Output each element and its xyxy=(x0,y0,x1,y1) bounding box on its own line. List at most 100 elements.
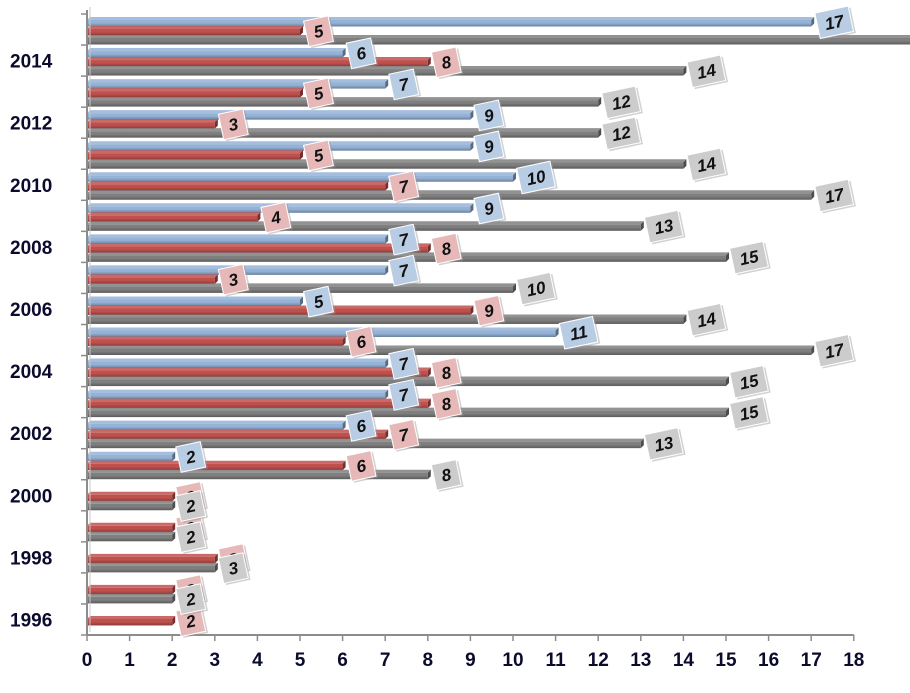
data-label: 7 xyxy=(388,170,422,204)
data-label: 5 xyxy=(302,139,336,173)
svg-text:5: 5 xyxy=(312,292,326,313)
data-label: 14 xyxy=(686,54,729,90)
x-tick-label: 12 xyxy=(588,650,609,671)
bar xyxy=(87,429,389,440)
data-label: 5 xyxy=(302,285,336,319)
data-label: 9 xyxy=(473,99,507,133)
x-tick-label: 10 xyxy=(502,650,523,671)
bar xyxy=(87,460,346,471)
bar xyxy=(87,615,176,626)
svg-text:8: 8 xyxy=(440,52,454,73)
data-label: 7 xyxy=(388,254,422,288)
data-label: 15 xyxy=(729,396,771,431)
data-label: 6 xyxy=(345,37,379,71)
data-label: 5 xyxy=(302,77,336,111)
data-label: 8 xyxy=(430,387,464,421)
bar xyxy=(87,110,474,120)
data-label: 3 xyxy=(217,263,251,297)
svg-text:9: 9 xyxy=(482,199,496,220)
data-label: 6 xyxy=(345,450,379,483)
svg-text:12: 12 xyxy=(610,91,633,114)
bar xyxy=(87,327,559,337)
svg-text:15: 15 xyxy=(738,371,761,394)
data-label: 4 xyxy=(260,201,294,235)
svg-text:5: 5 xyxy=(312,83,326,104)
bar xyxy=(87,97,602,107)
svg-text:5: 5 xyxy=(312,146,326,167)
data-label: 6 xyxy=(345,409,379,443)
bar xyxy=(87,190,815,200)
data-label: 7 xyxy=(388,378,422,412)
x-tick-label: 7 xyxy=(380,650,391,671)
y-category-label: 2014 xyxy=(10,52,53,73)
svg-text:3: 3 xyxy=(227,270,241,291)
bar xyxy=(87,345,815,355)
svg-text:2: 2 xyxy=(183,589,198,610)
bar xyxy=(87,531,176,542)
bar xyxy=(87,491,176,502)
bar xyxy=(87,398,431,409)
bar xyxy=(87,283,516,293)
data-label: 3 xyxy=(217,552,251,585)
bar xyxy=(87,181,389,191)
bar xyxy=(87,159,687,169)
data-label: 13 xyxy=(643,427,686,462)
x-tick-label: 2 xyxy=(167,650,178,671)
y-category-label: 2008 xyxy=(10,238,52,259)
x-tick-label: 17 xyxy=(801,650,822,671)
y-category-label: 2012 xyxy=(10,114,52,135)
svg-text:13: 13 xyxy=(653,433,676,456)
data-label: 14 xyxy=(686,302,729,338)
svg-text:6: 6 xyxy=(355,456,369,477)
bar xyxy=(87,336,346,346)
bar xyxy=(87,119,218,129)
bar xyxy=(87,420,346,431)
bar xyxy=(87,79,389,89)
svg-text:2: 2 xyxy=(183,611,198,632)
data-labels-layer: 2223322222686713781578151161759147310781… xyxy=(175,5,856,639)
data-label: 2 xyxy=(175,605,209,639)
bar xyxy=(87,57,431,67)
data-label: 15 xyxy=(729,240,771,276)
svg-text:5: 5 xyxy=(312,21,326,42)
bar xyxy=(87,243,431,253)
bar xyxy=(87,26,303,36)
data-label: 2 xyxy=(175,441,209,474)
data-label: 9 xyxy=(473,192,507,226)
svg-text:6: 6 xyxy=(355,416,369,437)
bar xyxy=(87,358,389,369)
bar xyxy=(87,128,602,138)
data-label: 5 xyxy=(302,15,336,49)
bar xyxy=(87,553,218,564)
data-label: 2 xyxy=(175,583,209,617)
data-label: 7 xyxy=(388,347,422,381)
x-tick-label: 13 xyxy=(630,650,651,671)
x-tick-label: 9 xyxy=(465,650,476,671)
svg-text:8: 8 xyxy=(440,239,454,260)
x-tick-label: 0 xyxy=(82,650,93,671)
bar xyxy=(87,88,303,98)
bar xyxy=(87,141,474,151)
svg-text:6: 6 xyxy=(355,332,369,353)
x-tick-label: 8 xyxy=(423,650,434,671)
svg-text:17: 17 xyxy=(823,340,847,363)
bar xyxy=(87,451,176,462)
x-tick-label: 3 xyxy=(210,650,221,671)
svg-text:10: 10 xyxy=(525,278,548,301)
x-tick-label: 18 xyxy=(843,650,864,671)
data-label: 10 xyxy=(516,160,558,196)
bar xyxy=(87,66,687,76)
bar xyxy=(87,367,431,378)
bar xyxy=(87,438,644,449)
data-label: 8 xyxy=(430,356,464,390)
svg-text:4: 4 xyxy=(268,208,283,229)
bar xyxy=(87,500,176,511)
bar xyxy=(87,305,474,315)
bar xyxy=(87,221,644,231)
y-category-label: 2000 xyxy=(10,486,52,507)
bar xyxy=(87,584,176,595)
svg-text:17: 17 xyxy=(823,184,847,207)
bar xyxy=(87,48,346,58)
data-label: 8 xyxy=(430,232,464,266)
bar xyxy=(87,296,303,306)
